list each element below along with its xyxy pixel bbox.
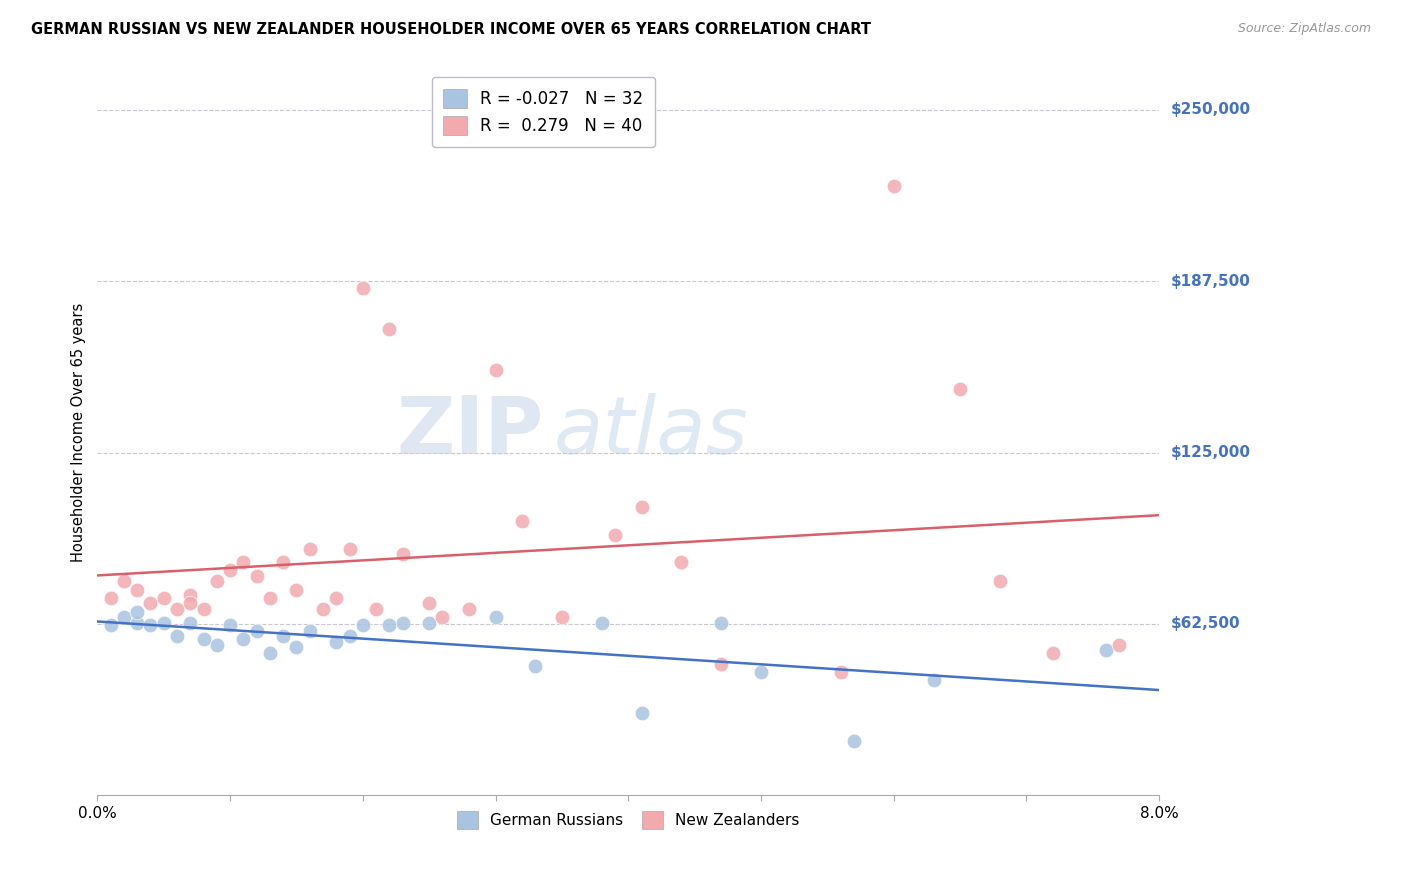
Point (630, 706, 652, 720)
Point (710, 657, 733, 671)
Point (378, 618, 401, 632)
Point (830, 665, 852, 679)
Point (193, 602, 215, 616)
Point (219, 564, 242, 578)
Point (246, 569, 269, 583)
Point (152, 615, 174, 630)
Point (100, 591, 122, 605)
Point (418, 596, 440, 610)
Point (271, 629, 294, 643)
Point (193, 632, 215, 646)
Point (112, 574, 135, 589)
Point (949, 383, 972, 397)
Point (139, 618, 162, 632)
Point (232, 555, 254, 569)
Point (551, 610, 574, 624)
Point (710, 615, 733, 630)
Point (484, 610, 506, 624)
Point (271, 555, 294, 569)
Point (246, 624, 269, 638)
Point (484, 363, 506, 377)
Point (842, 733, 865, 747)
Point (1042, 646, 1064, 660)
Point (364, 602, 387, 616)
Point (205, 574, 228, 589)
Point (179, 588, 201, 602)
Legend: German Russians, New Zealanders: German Russians, New Zealanders (450, 805, 806, 835)
Point (285, 582, 308, 597)
Point (100, 618, 122, 632)
Text: $125,000: $125,000 (1170, 445, 1250, 460)
Point (139, 596, 162, 610)
Point (325, 634, 347, 648)
Point (152, 591, 174, 605)
Text: GERMAN RUSSIAN VS NEW ZEALANDER HOUSEHOLDER INCOME OVER 65 YEARS CORRELATION CHA: GERMAN RUSSIAN VS NEW ZEALANDER HOUSEHOL… (31, 22, 870, 37)
Text: $62,500: $62,500 (1170, 616, 1240, 632)
Point (179, 596, 201, 610)
Point (391, 547, 413, 561)
Point (603, 528, 626, 542)
Point (298, 541, 321, 556)
Text: $187,500: $187,500 (1170, 274, 1250, 289)
Text: $250,000: $250,000 (1170, 103, 1250, 117)
Point (166, 629, 188, 643)
Point (591, 615, 613, 630)
Point (339, 541, 361, 556)
Point (391, 615, 413, 630)
Point (510, 514, 533, 528)
Point (671, 555, 693, 569)
Point (259, 646, 281, 660)
Point (352, 618, 374, 632)
Text: atlas: atlas (554, 393, 748, 471)
Point (432, 610, 454, 624)
Point (418, 615, 440, 630)
Point (1095, 643, 1118, 657)
Point (232, 632, 254, 646)
Point (166, 602, 188, 616)
Point (749, 665, 772, 679)
Text: Source: ZipAtlas.com: Source: ZipAtlas.com (1237, 22, 1371, 36)
Point (259, 591, 281, 605)
Point (988, 574, 1011, 589)
Point (285, 640, 308, 655)
Text: ZIP: ZIP (396, 393, 543, 471)
Y-axis label: Householder Income Over 65 years: Householder Income Over 65 years (72, 302, 86, 562)
Point (458, 602, 481, 616)
Point (630, 500, 652, 515)
Point (1108, 638, 1130, 652)
Point (312, 602, 335, 616)
Point (325, 591, 347, 605)
Point (339, 629, 361, 643)
Point (205, 638, 228, 652)
Point (524, 659, 547, 673)
Point (219, 618, 242, 632)
Point (127, 605, 149, 619)
Point (922, 673, 945, 688)
Point (179, 615, 201, 630)
Point (883, 179, 905, 194)
Point (298, 624, 321, 638)
Point (112, 610, 135, 624)
Point (352, 281, 374, 295)
Point (378, 322, 401, 336)
Point (127, 615, 149, 630)
Point (127, 582, 149, 597)
